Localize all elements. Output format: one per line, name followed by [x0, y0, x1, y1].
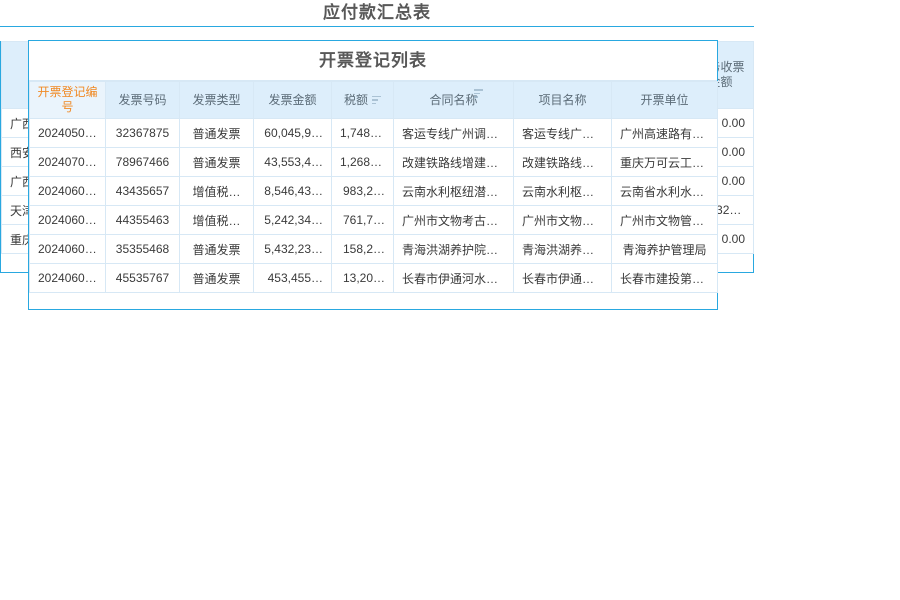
invoice-cell-发票类型: 增值税…: [179, 205, 254, 235]
invoice-col-header-合同名称[interactable]: 合同名称: [393, 81, 514, 119]
invoice-cell-开票登记编号[interactable]: 2024060007: [29, 234, 106, 264]
invoice-col-header-开票登记编号[interactable]: 开票登记编号: [29, 81, 106, 119]
column-label: 发票类型: [192, 92, 241, 107]
invoice-cell-开票登记编号[interactable]: 2024070002: [29, 147, 106, 177]
invoice-cell-发票号码[interactable]: 35355468: [105, 234, 180, 264]
invoice-cell-开票登记编号[interactable]: 2024060010: [29, 263, 106, 293]
invoice-cell-发票号码[interactable]: 45535767: [105, 263, 180, 293]
table-row[interactable]: 2024060010 45535767 普通发票 453,455… 13,20… 长春市伊…: [29, 263, 718, 293]
invoice-cell-合同名称[interactable]: 客运专线广州调度所…: [393, 118, 514, 148]
invoice-table-title: 开票登记列表: [29, 41, 717, 81]
invoice-cell-发票金额: 43,553,4…: [253, 147, 332, 177]
invoice-col-header-开票单位[interactable]: 开票单位: [611, 81, 718, 119]
table-row[interactable]: 2024060007 35355468 普通发票 5,432,23… 158,2… 青海洪…: [29, 234, 718, 264]
invoice-cell-开票单位[interactable]: 重庆万可云工程建设…: [611, 147, 718, 177]
invoice-cell-税额: 158,2…: [331, 234, 394, 264]
invoice-cell-发票金额: 5,432,23…: [253, 234, 332, 264]
invoice-cell-发票号码[interactable]: 32367875: [105, 118, 180, 148]
invoice-cell-发票金额: 453,455…: [253, 263, 332, 293]
invoice-cell-发票类型: 增值税…: [179, 176, 254, 206]
invoice-cell-发票类型: 普通发票: [179, 234, 254, 264]
invoice-cell-合同名称[interactable]: 广州市文物考古工地…: [393, 205, 514, 235]
invoice-cell-发票号码[interactable]: 78967466: [105, 147, 180, 177]
payable-panel-top-gap: [0, 26, 754, 41]
column-label: 发票金额: [268, 92, 317, 107]
invoice-cell-税额: 983,2…: [331, 176, 394, 206]
invoice-cell-税额: 761,7…: [331, 205, 394, 235]
invoice-cell-项目名称[interactable]: 客运专线广州…: [513, 118, 612, 148]
invoice-cell-开票登记编号[interactable]: 2024050004: [29, 118, 106, 148]
column-label: 合同名称: [429, 92, 478, 107]
sort-icon[interactable]: [474, 89, 483, 98]
payable-table-title: 应付款汇总表: [0, 0, 754, 26]
invoice-registration-panel: 开票登记列表 开票登记编号 发票号码 发票类型 发票金额 税额 合同名称 项目名称 开票单位 …: [28, 40, 718, 310]
table-row[interactable]: 2024060001 44355463 增值税… 5,242,34… 761,7… 广州市…: [29, 205, 718, 235]
invoice-cell-合同名称[interactable]: 改建铁路线增建第二…: [393, 147, 514, 177]
invoice-cell-发票类型: 普通发票: [179, 147, 254, 177]
invoice-cell-项目名称[interactable]: 云南水利枢纽…: [513, 176, 612, 206]
invoice-cell-税额: 1,268,…: [331, 147, 394, 177]
invoice-col-header-项目名称[interactable]: 项目名称: [513, 81, 612, 119]
invoice-cell-开票单位[interactable]: 云南省水利水电工程…: [611, 176, 718, 206]
invoice-cell-合同名称[interactable]: 云南水利枢纽潜明水…: [393, 176, 514, 206]
invoice-cell-开票单位[interactable]: 青海养护管理局: [611, 234, 718, 264]
invoice-col-header-发票类型[interactable]: 发票类型: [179, 81, 254, 119]
invoice-registration-table: 开票登记编号 发票号码 发票类型 发票金额 税额 合同名称 项目名称 开票单位 2024050…: [29, 81, 718, 293]
invoice-col-header-发票金额[interactable]: 发票金额: [253, 81, 332, 119]
invoice-cell-发票金额: 8,546,43…: [253, 176, 332, 206]
invoice-cell-发票类型: 普通发票: [179, 118, 254, 148]
invoice-cell-开票单位[interactable]: 广州高速路有限公司: [611, 118, 718, 148]
column-label: 项目名称: [538, 92, 587, 107]
invoice-cell-发票号码[interactable]: 44355463: [105, 205, 180, 235]
column-label: 发票号码: [118, 92, 167, 107]
invoice-cell-开票单位[interactable]: 长春市建投第一水利…: [611, 263, 718, 293]
table-row[interactable]: 2024070002 78967466 普通发票 43,553,4… 1,268,… 改建…: [29, 147, 718, 177]
invoice-cell-发票金额: 5,242,34…: [253, 205, 332, 235]
column-label: 税额: [343, 92, 368, 107]
invoice-col-header-发票号码[interactable]: 发票号码: [105, 81, 180, 119]
invoice-cell-税额: 13,20…: [331, 263, 394, 293]
invoice-cell-合同名称[interactable]: 长春市伊通河水力发…: [393, 263, 514, 293]
invoice-table-header-row: 开票登记编号 发票号码 发票类型 发票金额 税额 合同名称 项目名称 开票单位: [29, 81, 718, 119]
table-row[interactable]: 2024050004 32367875 普通发票 60,045,9… 1,748,… 客运…: [29, 118, 718, 148]
invoice-cell-合同名称[interactable]: 青海洪湖养护院项目: [393, 234, 514, 264]
invoice-cell-开票登记编号[interactable]: 2024060009: [29, 176, 106, 206]
invoice-cell-开票登记编号[interactable]: 2024060001: [29, 205, 106, 235]
column-label: 开票单位: [640, 92, 689, 107]
sort-icon[interactable]: [372, 95, 381, 105]
invoice-cell-发票号码[interactable]: 43435657: [105, 176, 180, 206]
invoice-cell-开票单位[interactable]: 广州市文物管理局: [611, 205, 718, 235]
column-label: 开票登记编号: [37, 85, 98, 114]
invoice-cell-税额: 1,748,…: [331, 118, 394, 148]
table-row[interactable]: 2024060009 43435657 增值税… 8,546,43… 983,2… 云南水…: [29, 176, 718, 206]
invoice-cell-项目名称[interactable]: 青海洪湖养护…: [513, 234, 612, 264]
invoice-cell-项目名称[interactable]: 改建铁路线增…: [513, 147, 612, 177]
invoice-cell-项目名称[interactable]: 广州市文物考…: [513, 205, 612, 235]
invoice-cell-项目名称[interactable]: 长春市伊通河…: [513, 263, 612, 293]
invoice-col-header-税额[interactable]: 税额: [331, 81, 394, 119]
invoice-cell-发票金额: 60,045,9…: [253, 118, 332, 148]
invoice-cell-发票类型: 普通发票: [179, 263, 254, 293]
